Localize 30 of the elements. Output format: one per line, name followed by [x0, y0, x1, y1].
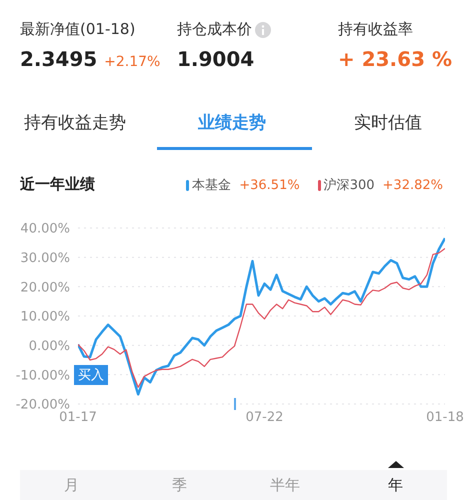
y-tick-label: 20.00%	[20, 280, 70, 296]
y-tick-label: 30.00%	[20, 250, 70, 266]
text: 月	[64, 476, 79, 495]
text: 最新净值(01-18)	[20, 20, 136, 39]
text: +32.82%	[382, 178, 443, 192]
text: 半年	[270, 476, 300, 495]
text: 持仓成本价	[177, 20, 252, 39]
x-tick-label: 07-22	[246, 410, 284, 426]
text: +36.51%	[239, 178, 300, 192]
text: 持有收益走势	[24, 112, 126, 134]
legend-label: 本基金	[192, 178, 232, 193]
text: 业绩走势	[198, 112, 266, 134]
text: 年	[388, 476, 403, 495]
text: 1.9004	[177, 47, 254, 71]
annotation: 买入	[74, 365, 108, 385]
text: +2.17%	[104, 54, 160, 70]
chart-title: 近一年业绩	[20, 175, 95, 194]
text: 2.3495	[20, 47, 98, 71]
y-tick-label: 0.00%	[28, 338, 70, 354]
text: 持有收益率	[338, 20, 413, 39]
x-tick-label: 01-18	[426, 410, 464, 426]
text: 季	[172, 476, 187, 495]
x-tick-label: 01-17	[59, 410, 97, 426]
text: + 23.63 %	[338, 47, 452, 71]
text: 实时估值	[354, 112, 422, 134]
legend-label: 沪深300	[324, 178, 375, 193]
y-tick-label: 40.00%	[20, 222, 70, 237]
y-tick-label: 10.00%	[20, 310, 70, 325]
y-tick-label: -10.00%	[16, 368, 70, 384]
y-tick-label: -20.00%	[16, 398, 70, 413]
